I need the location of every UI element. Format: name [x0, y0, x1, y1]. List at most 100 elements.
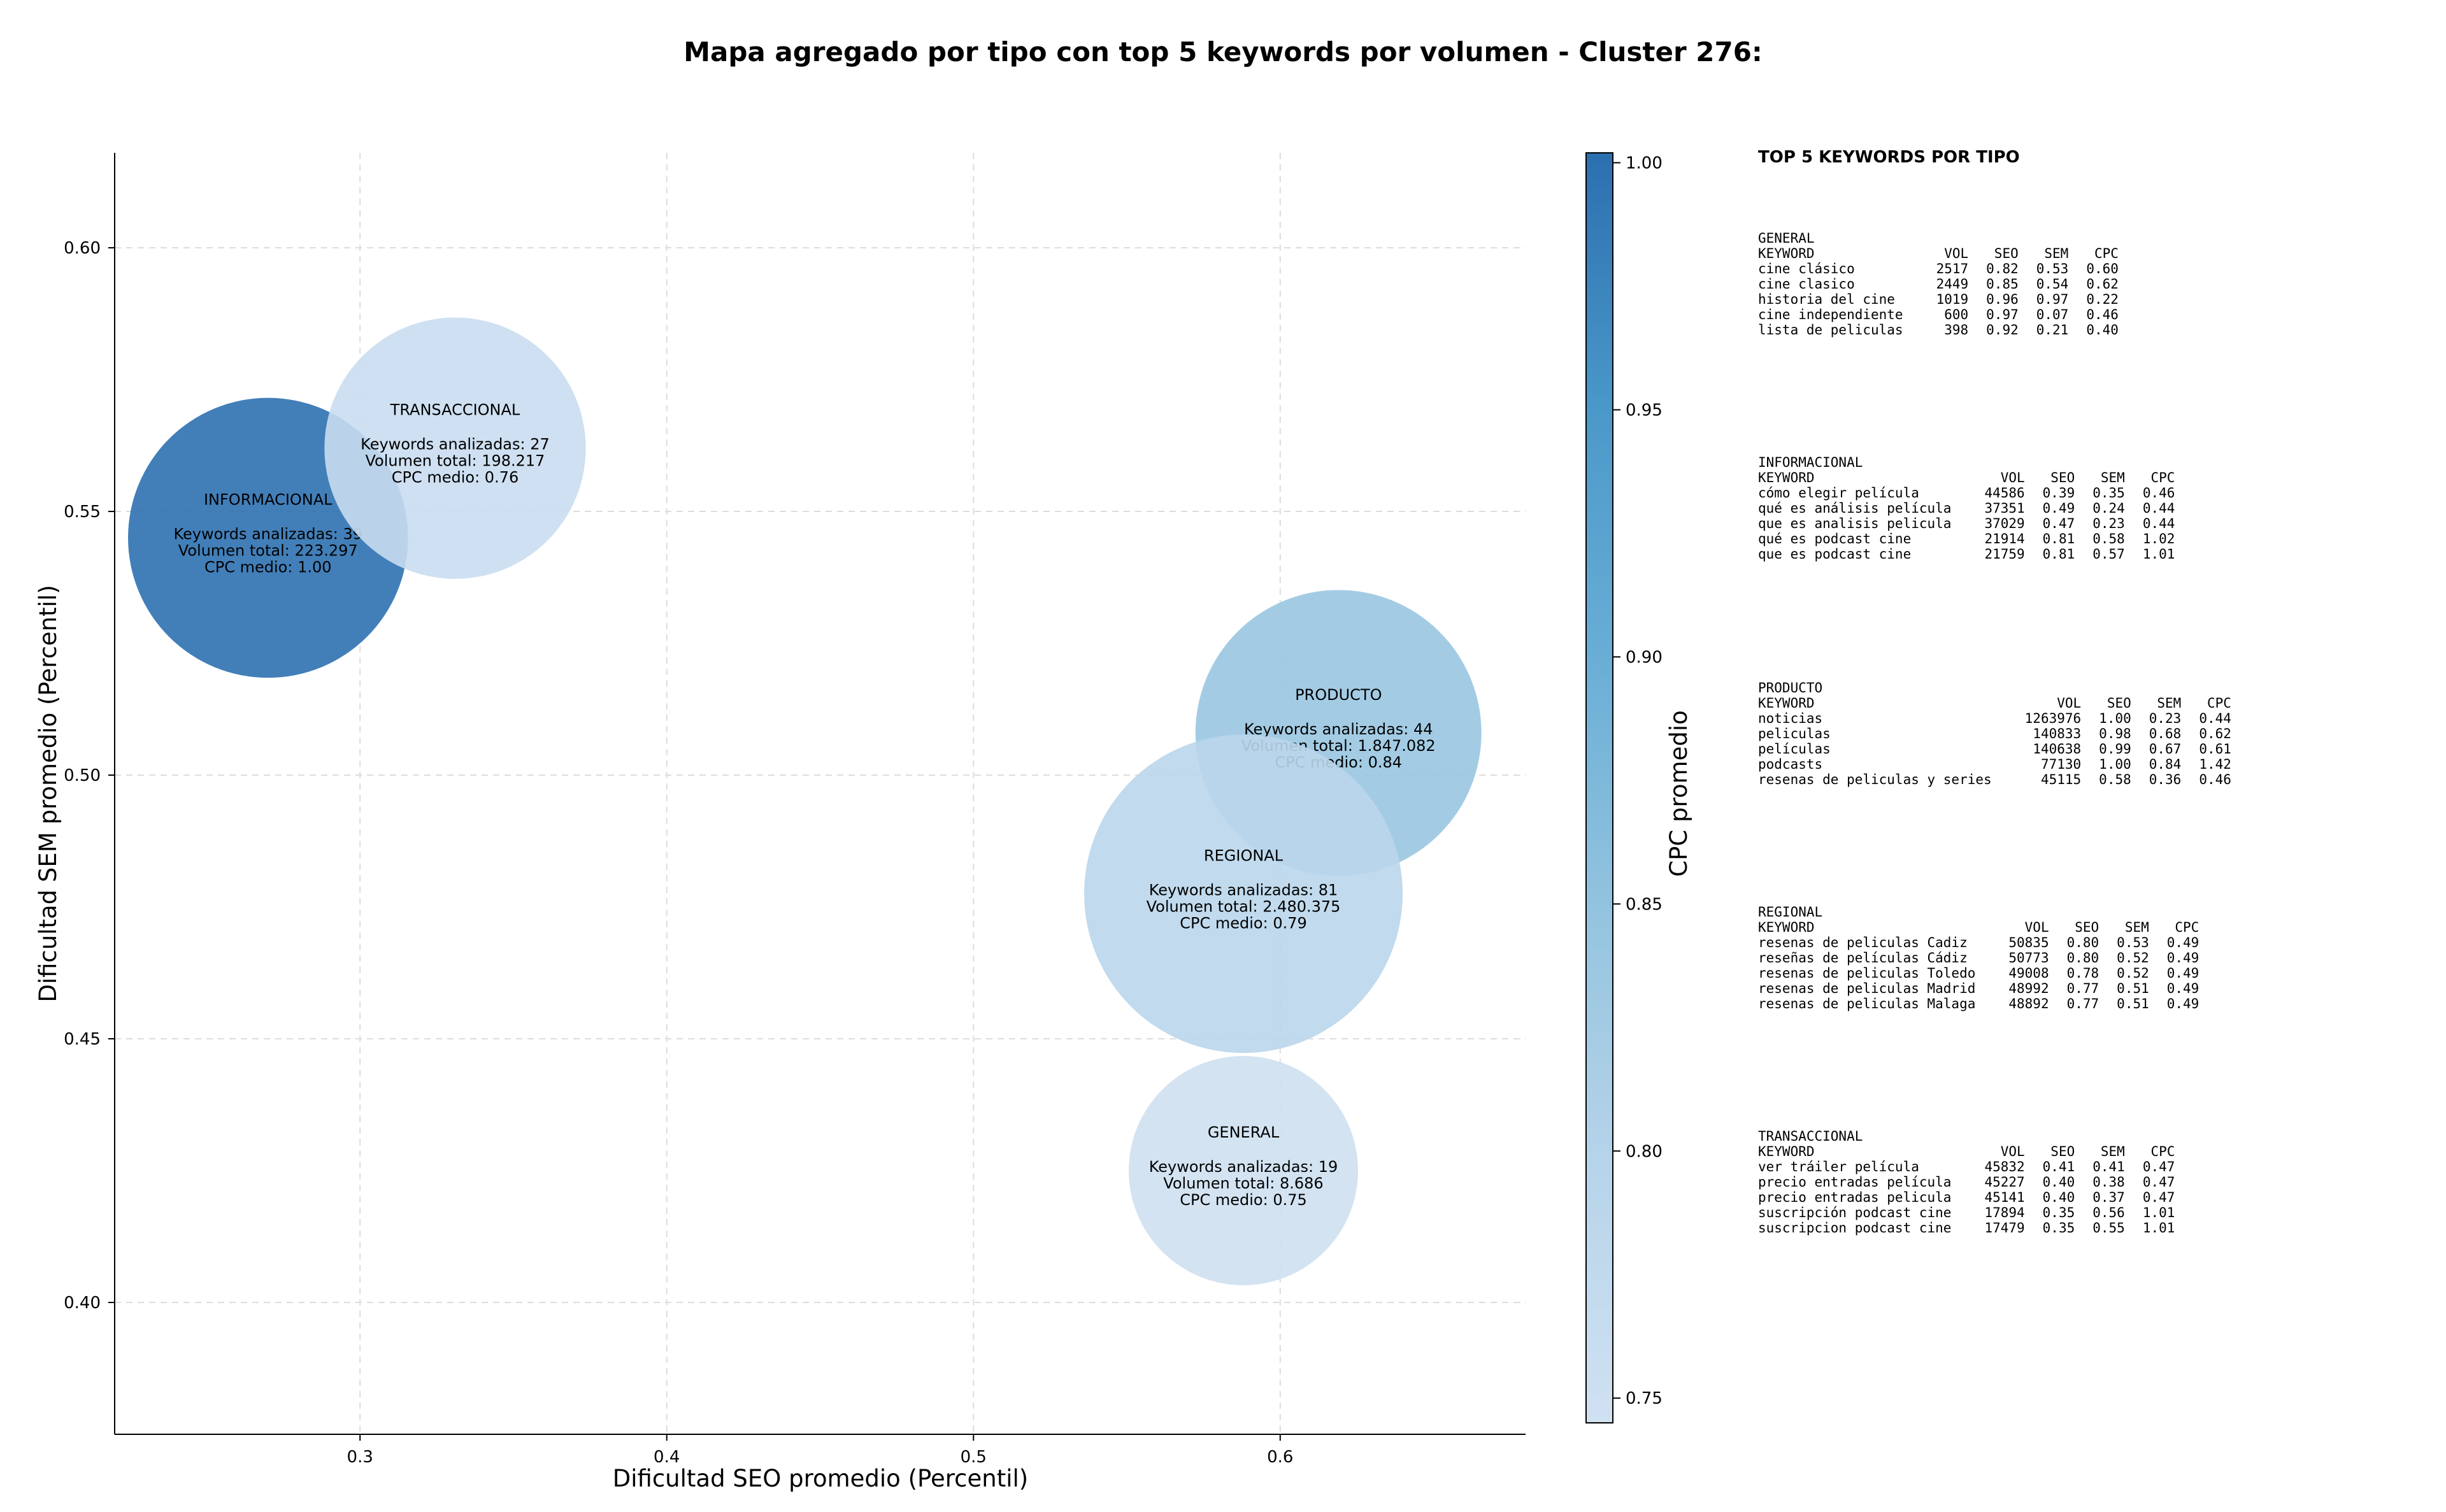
keyword-column-header: CPC [2206, 695, 2231, 711]
colorbar-label: CPC promedio [1665, 710, 1692, 876]
keyword-table-header: KEYWORD VOL SEO SEM CPC [1758, 246, 2119, 261]
keyword-section-type: REGIONAL [1758, 904, 1823, 920]
keyword-column-header: KEYWORD [1758, 920, 1815, 935]
y-tick-label: 0.50 [64, 766, 101, 785]
table-cell: 0.67 [2149, 741, 2182, 757]
colorbar-tick-label: 0.85 [1626, 895, 1663, 914]
keyword-column-header: SEM [2124, 920, 2149, 935]
table-cell: 0.46 [2086, 307, 2119, 322]
keywords-panel-title: TOP 5 KEYWORDS POR TIPO [1758, 148, 2020, 167]
table-cell: 0.44 [2142, 501, 2175, 516]
table-cell: 0.55 [2092, 1220, 2125, 1236]
keyword-column-header: SEO [2075, 920, 2099, 935]
table-cell: 0.77 [2066, 981, 2099, 996]
table-row: suscripción podcast cine 17894 0.35 0.56 1.0… [1758, 1205, 2175, 1220]
table-cell: 1.00 [2099, 757, 2131, 772]
table-cell: que es podcast cine [1758, 546, 1912, 562]
keyword-column-header: SEO [2050, 1144, 2075, 1159]
table-cell: qué es análisis película [1758, 501, 1952, 516]
table-row: reseñas de películas Cádiz 50773 0.80 0.52 0… [1758, 950, 2199, 966]
table-row: lista de peliculas 398 0.92 0.21 0.40 [1758, 322, 2119, 338]
bubble-label-transaccional: TRANSACCIONAL [390, 401, 520, 419]
keyword-column-header: VOL [2057, 695, 2082, 711]
table-cell: historia del cine [1758, 292, 1895, 307]
table-cell: 0.62 [2086, 276, 2119, 292]
x-tick-label: 0.5 [961, 1448, 987, 1467]
table-cell: 0.62 [2199, 726, 2231, 741]
table-cell: peliculas [1758, 726, 1831, 741]
keyword-column-header: KEYWORD [1758, 695, 1815, 711]
keyword-section-general: GENERAL KEYWORD VOL SEO SEM CPC cine clásico 25… [1758, 231, 2119, 338]
table-cell: cine clásico [1758, 261, 1855, 276]
table-cell: 0.82 [1986, 261, 2019, 276]
colorbar-tick-label: 0.75 [1626, 1389, 1663, 1408]
x-tick-label: 0.3 [347, 1448, 373, 1467]
table-cell: 0.96 [1986, 292, 2019, 307]
table-row: cine independiente 600 0.97 0.07 0.46 [1758, 307, 2119, 322]
bubble-stat-informacional: Volumen total: 223.297 [178, 541, 358, 559]
table-cell: qué es podcast cine [1758, 531, 1912, 546]
keyword-column-header: CPC [2094, 246, 2119, 261]
table-cell: 0.97 [1986, 307, 2019, 322]
bubble-label-informacional: INFORMACIONAL [204, 490, 333, 508]
table-cell: precio entradas película [1758, 1174, 1952, 1190]
keyword-column-header: KEYWORD [1758, 246, 1815, 261]
bubble-stat-regional: CPC medio: 0.79 [1180, 914, 1307, 932]
table-cell: 77130 [2040, 757, 2082, 772]
table-cell: 0.37 [2092, 1190, 2125, 1205]
keywords-panel: TOP 5 KEYWORDS POR TIPO GENERAL KEYWORD VO… [1758, 148, 2433, 1236]
bubble-label-producto: PRODUCTO [1295, 686, 1382, 704]
bubble-label-general: GENERAL [1208, 1123, 1280, 1141]
keyword-table: KEYWORD VOL SEO SEM CPC cómo elegir película 4… [1758, 470, 2175, 562]
table-cell: 398 [1944, 322, 1969, 338]
keyword-table-header: KEYWORD VOL SEO SEM CPC [1758, 920, 2199, 935]
table-cell: 0.53 [2036, 261, 2069, 276]
table-cell: 0.52 [2117, 950, 2149, 966]
table-cell: resenas de peliculas Malaga [1758, 996, 1976, 1011]
table-row: precio entradas película 45227 0.40 0.38 0.4… [1758, 1174, 2175, 1190]
table-cell: 0.40 [2042, 1190, 2075, 1205]
table-cell: 37029 [1984, 516, 2025, 531]
table-cell: cine independiente [1758, 307, 1903, 322]
table-cell: 0.81 [2042, 531, 2075, 546]
table-cell: películas [1758, 741, 1831, 757]
table-row: resenas de peliculas Malaga 48892 0.77 0.51… [1758, 996, 2199, 1011]
table-cell: 0.81 [2042, 546, 2075, 562]
table-cell: 0.99 [2099, 741, 2131, 757]
table-cell: 21914 [1984, 531, 2025, 546]
table-cell: 0.44 [2142, 516, 2175, 531]
bubble-stat-producto: Keywords analizadas: 44 [1244, 720, 1433, 738]
table-cell: resenas de peliculas y series [1758, 772, 1992, 787]
table-cell: 0.80 [2066, 935, 2099, 950]
table-cell: suscripción podcast cine [1758, 1205, 1952, 1220]
table-cell: 0.58 [2092, 531, 2125, 546]
table-cell: 0.49 [2166, 950, 2199, 966]
table-row: resenas de peliculas Toledo 49008 0.78 0.52… [1758, 966, 2199, 981]
keyword-section-informacional: INFORMACIONAL KEYWORD VOL SEO SEM CPC cómo ele… [1758, 455, 2175, 562]
bubble-transaccional [324, 317, 586, 579]
table-cell: 0.61 [2199, 741, 2231, 757]
table-cell: ver tráiler película [1758, 1159, 1919, 1174]
table-cell: 0.49 [2166, 966, 2199, 981]
table-row: películas 140638 0.99 0.67 0.61 [1758, 741, 2231, 757]
table-cell: precio entradas pelicula [1758, 1190, 1952, 1205]
table-cell: 0.41 [2042, 1159, 2075, 1174]
keyword-column-header: SEM [2100, 1144, 2125, 1159]
x-tick-label: 0.4 [654, 1448, 680, 1467]
bubble-label-regional: REGIONAL [1204, 846, 1284, 864]
table-cell: 0.77 [2066, 996, 2099, 1011]
table-cell: 0.46 [2199, 772, 2231, 787]
table-cell: 0.24 [2092, 501, 2125, 516]
table-cell: 0.35 [2092, 485, 2125, 501]
table-cell: 0.51 [2117, 996, 2149, 1011]
bubble-stat-informacional: CPC medio: 1.00 [204, 558, 332, 576]
keyword-column-header: VOL [1944, 246, 1969, 261]
keyword-column-header: KEYWORD [1758, 470, 1815, 485]
table-cell: 0.51 [2117, 981, 2149, 996]
colorbar-tick-label: 1.00 [1626, 154, 1663, 173]
table-cell: 0.41 [2092, 1159, 2125, 1174]
table-cell: 0.97 [2036, 292, 2069, 307]
table-cell: 21759 [1984, 546, 2025, 562]
table-cell: 0.40 [2086, 322, 2119, 338]
